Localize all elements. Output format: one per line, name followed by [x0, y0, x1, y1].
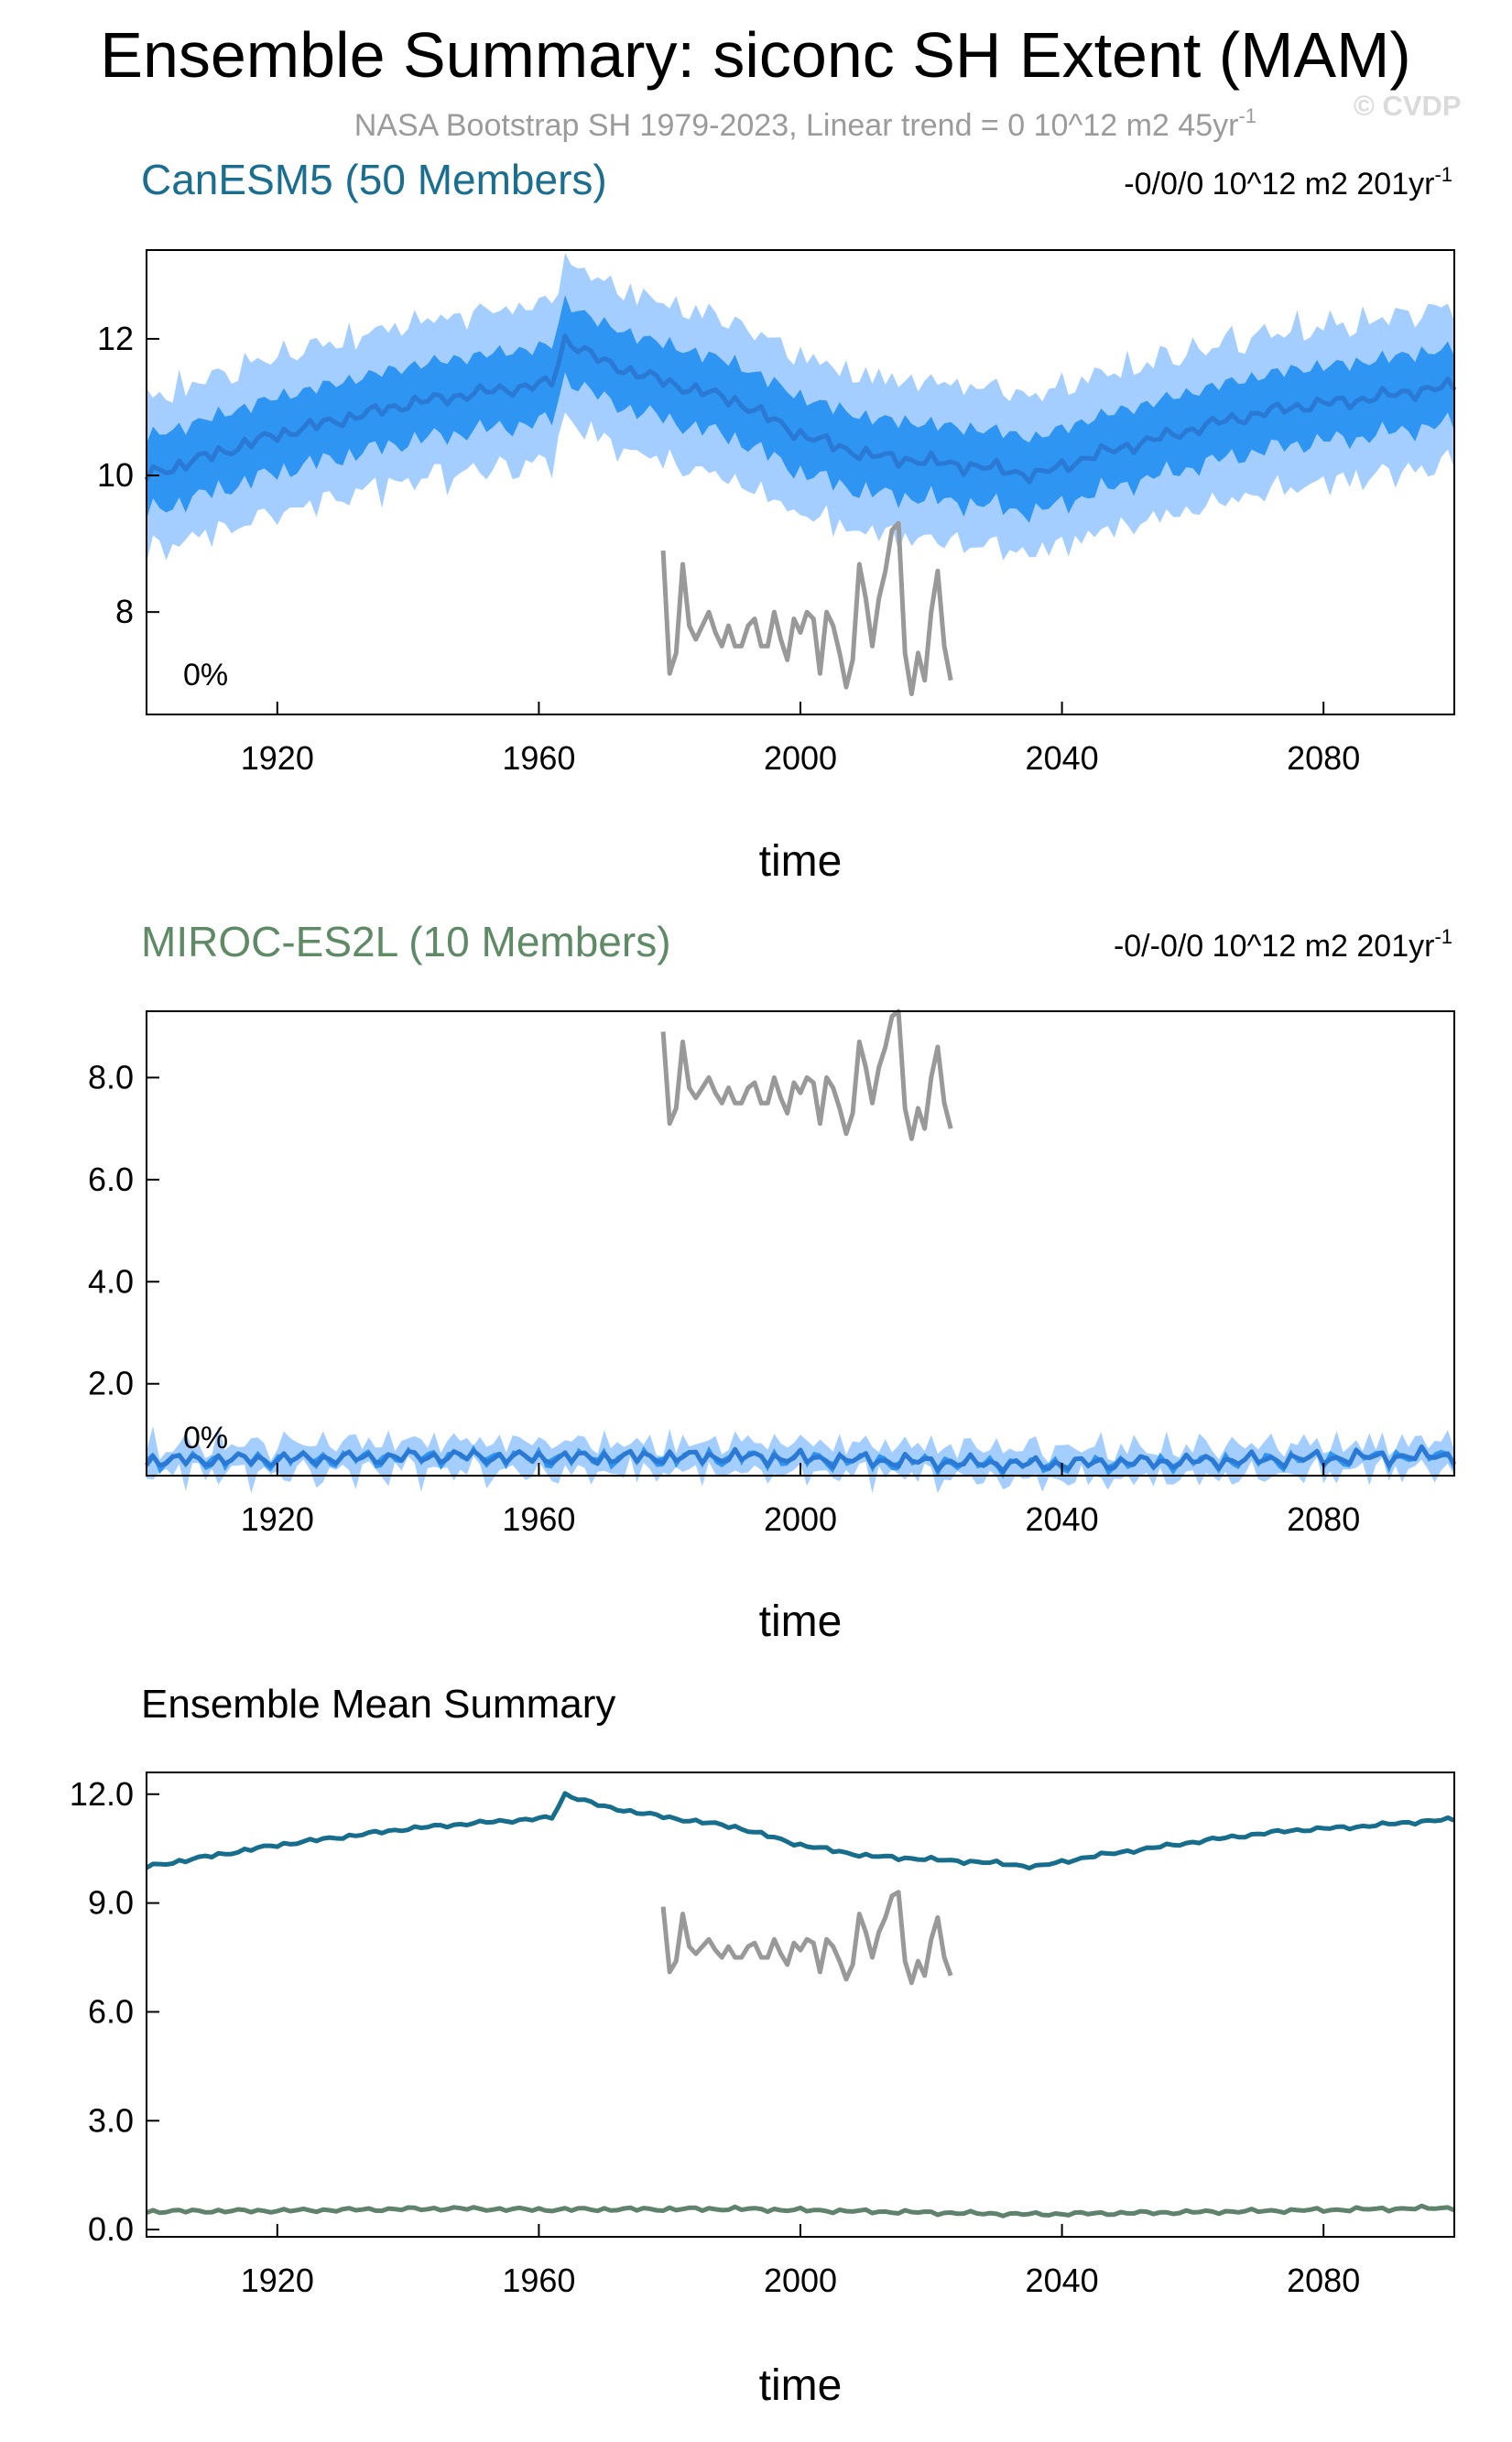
- tick-marks-canesm5: [147, 337, 1325, 714]
- y-tick-label: 12: [97, 320, 134, 357]
- panel-label-canesm5: CanESM5 (50 Members): [141, 156, 607, 203]
- inner-spread-band-canesm5: [147, 295, 1454, 523]
- x-axis-title-canesm5: time: [759, 837, 843, 886]
- percent-label-miroc-es2l: 0%: [183, 1421, 228, 1455]
- y-tick-label: 9.0: [88, 1884, 134, 1922]
- trend-text-miroc-es2l-main: -0/-0/0 10^12 m2 201yr: [1114, 929, 1434, 964]
- plot-area-ensemble-mean: [145, 1791, 1456, 2219]
- watermark: © CVDP: [1354, 90, 1462, 122]
- series-line-canesm5: [145, 1791, 1455, 1870]
- x-tick-label: 1920: [241, 1500, 314, 1538]
- percent-label-canesm5: 0%: [183, 658, 228, 692]
- figure-title: Ensemble Summary: siconc SH Extent (MAM): [100, 19, 1410, 91]
- y-tick-label: 8.0: [88, 1058, 134, 1096]
- trend-text-miroc-es2l-sup: -1: [1434, 925, 1452, 948]
- figure-subtitle-sup: -1: [1238, 104, 1256, 127]
- plot-frame-miroc-es2l: [146, 1010, 1455, 1477]
- trend-text-canesm5: -0/0/0 10^12 m2 201yr-1: [1124, 163, 1452, 202]
- x-tick-label: 2000: [764, 1500, 837, 1538]
- ensemble-mean-line-miroc-es2l: [144, 1444, 1457, 1475]
- trend-text-canesm5-main: -0/0/0 10^12 m2 201yr: [1124, 167, 1434, 202]
- y-tick-label: 6.0: [88, 1161, 134, 1198]
- x-tick-label: 1920: [241, 739, 314, 777]
- y-tick-label: 8: [115, 593, 134, 630]
- x-axis-title-ensemble-mean: time: [759, 2361, 843, 2410]
- tick-marks-ensemble-mean: [147, 1793, 1325, 2237]
- plot-area-miroc-es2l: [144, 1008, 1457, 1494]
- panel-ensemble-mean-summary: Ensemble Mean Summary 0.0 3.0 6.0 9.0 12…: [70, 1682, 1456, 2410]
- y-tick-label: 3.0: [88, 2101, 134, 2139]
- x-tick-label: 2040: [1026, 739, 1099, 777]
- plot-area-canesm5: [144, 253, 1457, 697]
- panel-label-miroc-es2l: MIROC-ES2L (10 Members): [141, 918, 671, 965]
- x-tick-label: 2040: [1026, 1500, 1099, 1538]
- x-tick-label: 1960: [502, 1500, 575, 1538]
- x-tick-label: 1960: [502, 739, 575, 777]
- panel-canesm5: CanESM5 (50 Members) -0/0/0 10^12 m2 201…: [97, 156, 1457, 886]
- trend-text-canesm5-sup: -1: [1434, 163, 1452, 186]
- y-tick-label: 10: [97, 456, 134, 494]
- y-tick-label: 4.0: [88, 1262, 134, 1300]
- y-tick-label: 6.0: [88, 1992, 134, 2030]
- figure-subtitle: NASA Bootstrap SH 1979-2023, Linear tren…: [354, 104, 1256, 143]
- x-axis-title-miroc-es2l: time: [759, 1597, 843, 1646]
- ensemble-mean-line-canesm5: [144, 333, 1457, 485]
- x-tick-label: 1920: [241, 2262, 314, 2299]
- x-tick-label: 2000: [764, 2262, 837, 2299]
- x-tick-label: 2080: [1287, 739, 1360, 777]
- x-tick-label: 2040: [1026, 2262, 1099, 2299]
- tick-marks-miroc-es2l: [147, 1076, 1325, 1476]
- figure-subtitle-text: NASA Bootstrap SH 1979-2023, Linear tren…: [354, 108, 1239, 143]
- series-line-miroc-es2l: [146, 2203, 1456, 2219]
- observed-line-miroc-es2l: [660, 1008, 953, 1141]
- y-tick-label: 12.0: [70, 1775, 134, 1813]
- observed-line-summary: [660, 1890, 953, 1986]
- x-tick-label: 1960: [502, 2262, 575, 2299]
- x-tick-label: 2000: [764, 739, 837, 777]
- outer-spread-band-miroc-es2l: [147, 1425, 1454, 1494]
- observed-line-canesm5: [660, 520, 953, 697]
- y-tick-label: 2.0: [88, 1365, 134, 1402]
- trend-text-miroc-es2l: -0/-0/0 10^12 m2 201yr-1: [1114, 925, 1452, 964]
- y-tick-label: 0.0: [88, 2210, 134, 2248]
- panel-label-ensemble-mean: Ensemble Mean Summary: [141, 1682, 615, 1727]
- x-tick-label: 2080: [1287, 1500, 1360, 1538]
- x-tick-label: 2080: [1287, 2262, 1360, 2299]
- panel-miroc-es2l: MIROC-ES2L (10 Members) -0/-0/0 10^12 m2…: [88, 918, 1457, 1646]
